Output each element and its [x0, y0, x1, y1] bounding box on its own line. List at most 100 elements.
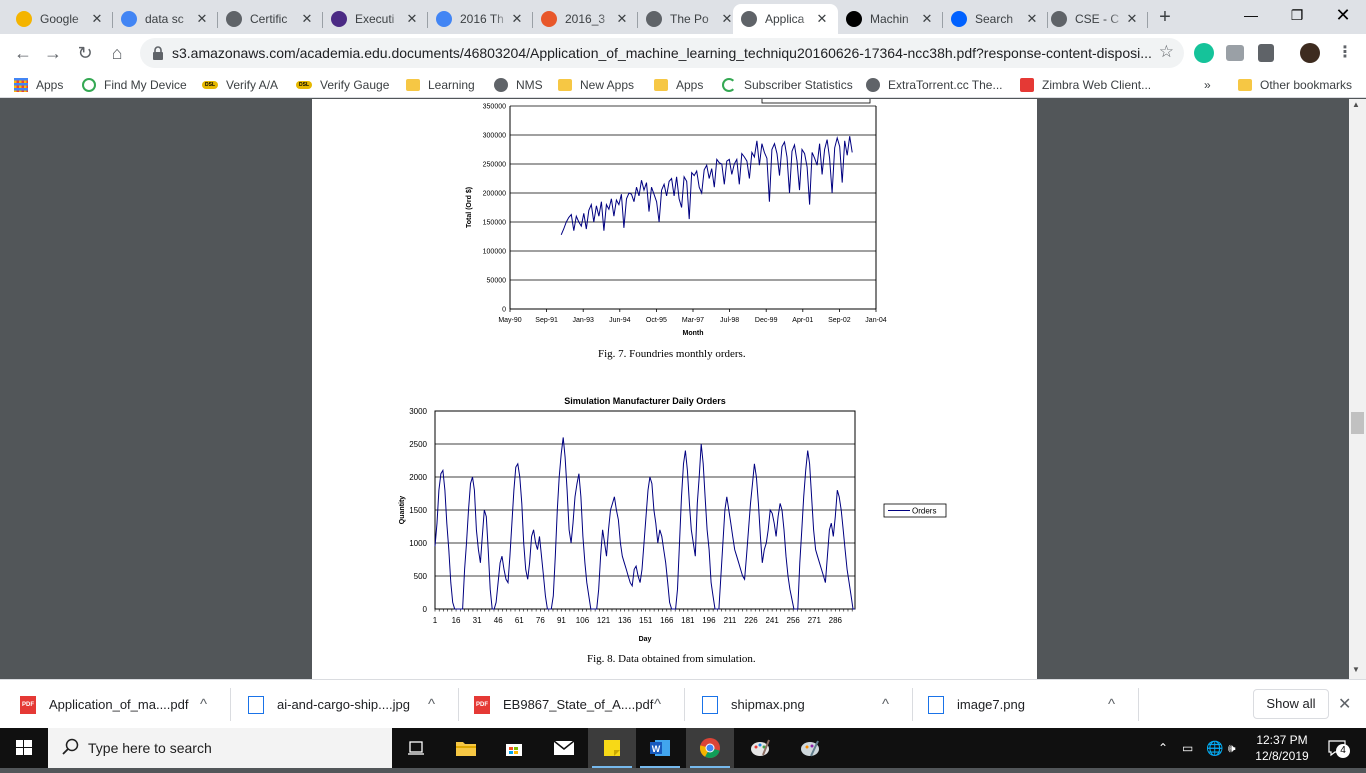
image-file-icon: [928, 695, 944, 714]
windows-logo-icon: [16, 740, 32, 755]
bookmark-2[interactable]: Find My Device: [82, 76, 187, 94]
chevron-up-icon[interactable]: ^: [428, 696, 436, 713]
bookmarks-overflow-button[interactable]: »: [1204, 78, 1211, 92]
address-bar[interactable]: s3.amazonaws.com/academia.edu.documents/…: [140, 38, 1184, 68]
tab-2[interactable]: data sc ✕: [113, 4, 218, 34]
tab-close-icon[interactable]: ✕: [196, 11, 208, 26]
x-tick-label: 106: [576, 616, 590, 625]
chevron-up-icon[interactable]: ^: [1108, 696, 1116, 713]
scrollbar[interactable]: [1349, 99, 1366, 679]
tab-close-icon[interactable]: ✕: [1126, 11, 1138, 26]
show-all-downloads-button[interactable]: Show all: [1253, 689, 1329, 719]
network-globe-icon[interactable]: 🌐: [1206, 739, 1224, 756]
bookmark-10[interactable]: ExtraTorrent.cc The...: [866, 76, 1003, 94]
home-button[interactable]: ⌂: [111, 43, 123, 63]
download-item[interactable]: ai-and-cargo-ship....jpg ^: [248, 680, 459, 729]
x-tick-label: Oct-95: [646, 317, 667, 324]
tab-title: Certific: [250, 12, 288, 26]
forward-button[interactable]: →: [44, 43, 62, 63]
download-filename: EB9867_State_of_A....pdf: [503, 697, 654, 712]
bookmark-8[interactable]: Apps: [654, 76, 703, 94]
tab-close-icon[interactable]: ✕: [816, 11, 828, 26]
scroll-down-arrow-icon[interactable]: ▼: [1352, 665, 1360, 674]
reload-button[interactable]: ↻: [77, 43, 93, 63]
bookmark-4[interactable]: DSL Verify Gauge: [296, 76, 389, 94]
avatar[interactable]: [1300, 43, 1320, 63]
tab-close-icon[interactable]: ✕: [301, 11, 313, 26]
scroll-up-arrow-icon[interactable]: ▲: [1352, 100, 1360, 109]
tab-close-icon[interactable]: ✕: [91, 11, 103, 26]
close-window-button[interactable]: ✕: [1335, 5, 1351, 25]
x-tick-label: 151: [639, 616, 653, 625]
menu-icon[interactable]: ⋮: [1337, 44, 1353, 61]
start-button[interactable]: [0, 728, 48, 768]
tab-4[interactable]: Executi ✕: [323, 4, 428, 34]
mail-icon[interactable]: [540, 728, 588, 768]
paint-3d-icon[interactable]: [786, 728, 834, 768]
bookmark-1[interactable]: Apps: [14, 76, 63, 94]
action-center-icon[interactable]: 4: [1322, 728, 1352, 768]
battery-icon[interactable]: ▭: [1182, 741, 1194, 755]
tab-8[interactable]: Applica ✕: [733, 4, 838, 34]
bookmark-5[interactable]: Learning: [406, 76, 475, 94]
paint-icon[interactable]: [736, 728, 784, 768]
back-button[interactable]: ←: [14, 43, 32, 63]
bookmark-6[interactable]: NMS: [494, 76, 543, 94]
restore-button[interactable]: ❐: [1290, 7, 1304, 23]
tab-3[interactable]: Certific ✕: [218, 4, 323, 34]
x-tick-label: 76: [536, 616, 545, 625]
download-item[interactable]: shipmax.png ^: [702, 680, 913, 729]
chevron-up-icon[interactable]: ^: [200, 696, 208, 713]
show-hidden-icons[interactable]: ⌃: [1158, 741, 1169, 755]
grammarly-icon[interactable]: [1194, 43, 1214, 63]
taskbar-search-box[interactable]: Type here to search: [48, 728, 392, 768]
search-icon: [62, 738, 79, 755]
tab-5[interactable]: 2016 Th ✕: [428, 4, 533, 34]
task-view-icon[interactable]: [392, 728, 440, 768]
tab-7[interactable]: The Po ✕: [638, 4, 743, 34]
tab-close-icon[interactable]: ✕: [1026, 11, 1038, 26]
plot-border: [434, 410, 856, 610]
bookmark-7[interactable]: New Apps: [558, 76, 634, 94]
bookmark-11[interactable]: Zimbra Web Client...: [1020, 76, 1151, 94]
sticky-notes-icon[interactable]: [588, 728, 636, 768]
extension-shield-icon[interactable]: [1258, 44, 1274, 62]
close-download-bar-icon[interactable]: ✕: [1338, 696, 1352, 713]
bookmark-9[interactable]: Subscriber Statistics: [722, 76, 853, 94]
tab-1[interactable]: Google ✕: [8, 4, 113, 34]
clock[interactable]: 12:37 PM 12/8/2019: [1250, 728, 1314, 768]
minimize-button[interactable]: —: [1244, 7, 1258, 23]
tab-9[interactable]: Machin ✕: [838, 4, 943, 34]
tab-close-icon[interactable]: ✕: [406, 11, 418, 26]
tab-close-icon[interactable]: ✕: [921, 11, 933, 26]
tab-close-icon[interactable]: ✕: [721, 11, 733, 26]
scrollbar-thumb[interactable]: [1351, 412, 1364, 434]
chart-title: Simulation Manufacturer Daily Orders: [564, 396, 726, 406]
bookmark-label: ExtraTorrent.cc The...: [888, 78, 1003, 92]
camera-icon[interactable]: [1226, 45, 1244, 61]
series-line: [434, 437, 855, 610]
file-explorer-icon[interactable]: [442, 728, 490, 768]
bookmark-3[interactable]: DSL Verify A/A: [202, 76, 278, 94]
download-item[interactable]: PDF EB9867_State_of_A....pdf ^: [474, 680, 685, 729]
word-icon[interactable]: W: [636, 728, 684, 768]
chevron-up-icon[interactable]: ^: [654, 696, 662, 713]
tab-close-icon[interactable]: ✕: [511, 11, 523, 26]
download-item[interactable]: PDF Application_of_ma....pdf ^: [20, 680, 231, 729]
bookmark-label: Learning: [428, 78, 475, 92]
bookmark-star-icon[interactable]: ☆: [1158, 42, 1174, 61]
chevron-up-icon[interactable]: ^: [882, 696, 890, 713]
download-item[interactable]: image7.png ^: [928, 680, 1139, 729]
folder-icon: [654, 79, 668, 91]
tab-6[interactable]: 2016_3 ✕: [533, 4, 638, 34]
tab-11[interactable]: CSE - C ✕: [1043, 4, 1148, 34]
tab-title: 2016_3: [565, 12, 606, 26]
series-line: [560, 135, 853, 235]
new-tab-button[interactable]: +: [1159, 6, 1171, 28]
store-icon[interactable]: [490, 728, 538, 768]
other-bookmarks-folder[interactable]: Other bookmarks: [1238, 76, 1352, 94]
tab-10[interactable]: Search ✕: [943, 4, 1048, 34]
chrome-icon[interactable]: [686, 728, 734, 768]
tab-close-icon[interactable]: ✕: [616, 11, 628, 26]
volume-icon[interactable]: 🕪: [1228, 740, 1236, 755]
